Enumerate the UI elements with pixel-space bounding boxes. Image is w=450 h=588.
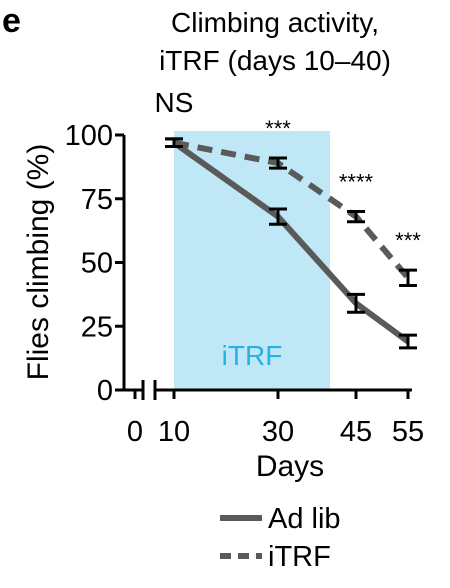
legend-label: Ad lib [268,503,341,535]
x-tick-label: 30 [262,416,294,448]
shaded-region-label: iTRF [222,340,283,371]
legend: Ad lib iTRF [220,503,341,573]
chart-title-line-2: iTRF (days 10–40) [159,45,391,76]
x-tick-label: 10 [158,416,190,448]
y-tick-label: 0 [97,375,113,407]
y-tick-label: 75 [81,184,113,216]
series-line-itrf [173,139,411,280]
itrf-shaded-region [174,131,330,390]
panel-label: e [2,2,21,40]
legend-label: iTRF [268,541,331,573]
chart-title-line-1: Climbing activity, [171,7,379,38]
y-tick-label: 100 [65,120,113,152]
y-tick-label: 25 [81,311,113,343]
x-tick-label: 0 [127,416,143,448]
y-tick-label: 50 [81,248,113,280]
significance-label: *** [265,116,291,141]
x-axis-label: Days [256,450,324,483]
y-axis-label: Flies climbing (%) [22,144,55,381]
significance-label: *** [395,228,421,253]
significance-label: NS [155,87,194,118]
x-tick-label: 55 [392,416,424,448]
series-line-ad-lib [172,140,410,344]
significance-label: **** [339,170,374,195]
x-tick-label: 45 [340,416,372,448]
